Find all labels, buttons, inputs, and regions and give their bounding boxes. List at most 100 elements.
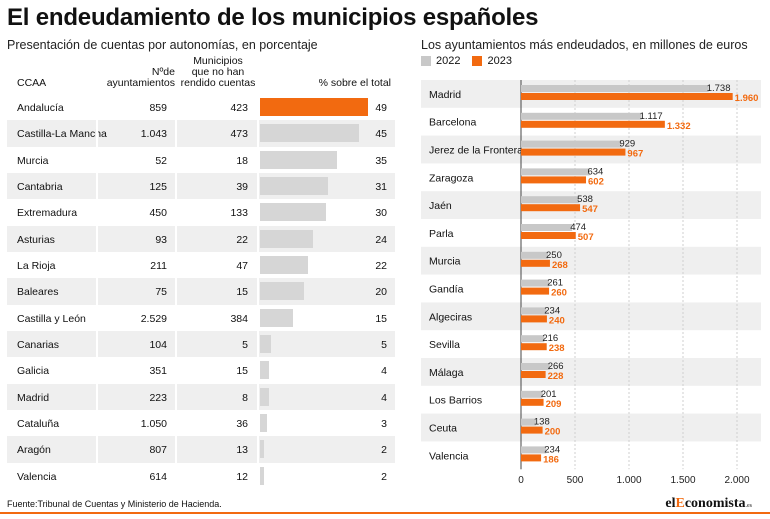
column-divider bbox=[96, 304, 98, 332]
row-municipios: 133 bbox=[230, 207, 248, 220]
column-divider bbox=[175, 94, 177, 121]
row-ccaa: Cataluña bbox=[17, 418, 60, 431]
header-municipios: Municipios que no han rendido cuentas bbox=[179, 56, 257, 89]
data-label-2022: 929 bbox=[619, 139, 635, 150]
header-m-line1: Municipios bbox=[193, 55, 243, 67]
category-label: Algeciras bbox=[429, 311, 472, 323]
column-divider bbox=[257, 462, 259, 490]
row-municipios: 22 bbox=[236, 233, 248, 246]
row-municipios: 18 bbox=[236, 154, 248, 167]
column-divider bbox=[175, 410, 177, 437]
column-divider bbox=[175, 146, 177, 174]
pct-bar bbox=[260, 98, 368, 116]
pct-bar bbox=[260, 150, 338, 169]
row-ccaa: Cantabria bbox=[17, 181, 63, 194]
bar-2022 bbox=[521, 363, 550, 370]
column-divider bbox=[96, 146, 98, 174]
ccaa-table: CCAA Nºde ayuntamientos Municipios que n… bbox=[7, 56, 395, 490]
row-ayuntamientos: 211 bbox=[150, 260, 167, 273]
pct-bar bbox=[260, 124, 360, 143]
data-label-2023: 507 bbox=[578, 232, 594, 243]
column-divider bbox=[175, 225, 177, 253]
column-divider bbox=[257, 146, 259, 174]
bar-2023 bbox=[521, 176, 587, 184]
row-ccaa: Asturias bbox=[17, 233, 55, 246]
header-pct: % sobre el total bbox=[318, 77, 391, 89]
column-divider bbox=[96, 331, 98, 358]
pct-bar bbox=[260, 229, 313, 248]
data-label-2022: 201 bbox=[541, 389, 557, 400]
bar-2023 bbox=[521, 287, 550, 295]
category-label: Barcelona bbox=[429, 117, 476, 129]
table-subtitle: Presentación de cuentas por autonomías, … bbox=[7, 38, 318, 52]
row-municipios: 384 bbox=[230, 312, 248, 325]
pct-bar bbox=[260, 256, 309, 275]
row-pct: 20 bbox=[375, 286, 387, 299]
column-divider bbox=[96, 436, 98, 463]
bottom-rule bbox=[0, 512, 770, 514]
table-row: Valencia 614 12 2 bbox=[7, 462, 395, 490]
category-label: Jaén bbox=[429, 200, 452, 212]
column-divider bbox=[257, 383, 259, 411]
bar-2023 bbox=[521, 232, 576, 239]
bar-2022 bbox=[521, 168, 590, 176]
row-ayuntamientos: 52 bbox=[155, 154, 167, 167]
row-municipios: 423 bbox=[230, 102, 248, 114]
table-row: Canarias 104 5 5 bbox=[7, 331, 395, 358]
row-ccaa: Andalucía bbox=[17, 102, 64, 114]
pct-bar bbox=[260, 440, 265, 459]
row-municipios: 39 bbox=[236, 181, 248, 194]
table-row: Cataluña 1.050 36 3 bbox=[7, 410, 395, 437]
header-m-line2: que no han bbox=[191, 66, 245, 78]
category-label: Jerez de la Frontera bbox=[429, 145, 523, 157]
row-ayuntamientos: 223 bbox=[149, 391, 167, 404]
data-label-2022: 261 bbox=[547, 278, 563, 289]
data-label-2023: 260 bbox=[551, 288, 567, 299]
column-divider bbox=[257, 199, 259, 226]
row-background bbox=[421, 302, 761, 331]
row-background bbox=[421, 413, 761, 442]
debt-bar-chart: Madrid 1.738 1.960 Barcelona 1.117 1.332 Jerez… bbox=[421, 80, 761, 486]
row-ccaa: Aragón bbox=[17, 444, 51, 457]
column-divider bbox=[96, 173, 98, 200]
row-ayuntamientos: 125 bbox=[149, 181, 167, 194]
row-ccaa: Valencia bbox=[17, 470, 57, 483]
row-ccaa: Galicia bbox=[17, 365, 50, 378]
legend-swatch-2023 bbox=[472, 56, 483, 66]
pct-bar bbox=[260, 361, 269, 380]
row-municipios: 13 bbox=[236, 444, 248, 457]
column-divider bbox=[96, 357, 98, 384]
bar-2022 bbox=[521, 446, 547, 454]
data-label-2023: 602 bbox=[588, 176, 604, 187]
legend-swatch-2022 bbox=[421, 56, 431, 66]
bar-2023 bbox=[521, 426, 543, 434]
column-divider bbox=[96, 94, 98, 121]
row-ccaa: Madrid bbox=[17, 391, 50, 404]
row-pct: 2 bbox=[381, 444, 387, 457]
row-municipios: 5 bbox=[242, 339, 248, 352]
row-pct: 4 bbox=[381, 365, 387, 378]
bar-2022 bbox=[521, 335, 545, 343]
row-municipios: 8 bbox=[242, 391, 248, 404]
row-municipios: 473 bbox=[230, 128, 248, 141]
column-divider bbox=[257, 225, 259, 253]
row-ayuntamientos: 450 bbox=[149, 207, 167, 220]
row-ccaa: Castilla y León bbox=[17, 312, 86, 325]
pct-bar bbox=[260, 203, 327, 222]
category-label: Parla bbox=[429, 228, 454, 240]
row-ccaa: Murcia bbox=[17, 154, 49, 167]
data-label-2023: 547 bbox=[582, 204, 598, 215]
bar-2022 bbox=[521, 140, 622, 148]
row-ayuntamientos: 2.529 bbox=[140, 312, 167, 325]
row-pct: 30 bbox=[375, 207, 387, 220]
column-divider bbox=[257, 173, 259, 200]
bar-2023 bbox=[521, 398, 544, 406]
header-ayuntamientos: Nºde ayuntamientos bbox=[107, 67, 175, 89]
pct-bar bbox=[260, 466, 265, 485]
table-row: Asturias 93 22 24 bbox=[7, 225, 395, 253]
row-ccaa: Extremadura bbox=[17, 207, 78, 220]
row-pct: 22 bbox=[375, 260, 387, 273]
source-note: Fuente:Tribunal de Cuentas y Ministerio … bbox=[7, 499, 222, 509]
category-label: Los Barrios bbox=[429, 395, 482, 407]
row-pct: 15 bbox=[375, 312, 387, 325]
